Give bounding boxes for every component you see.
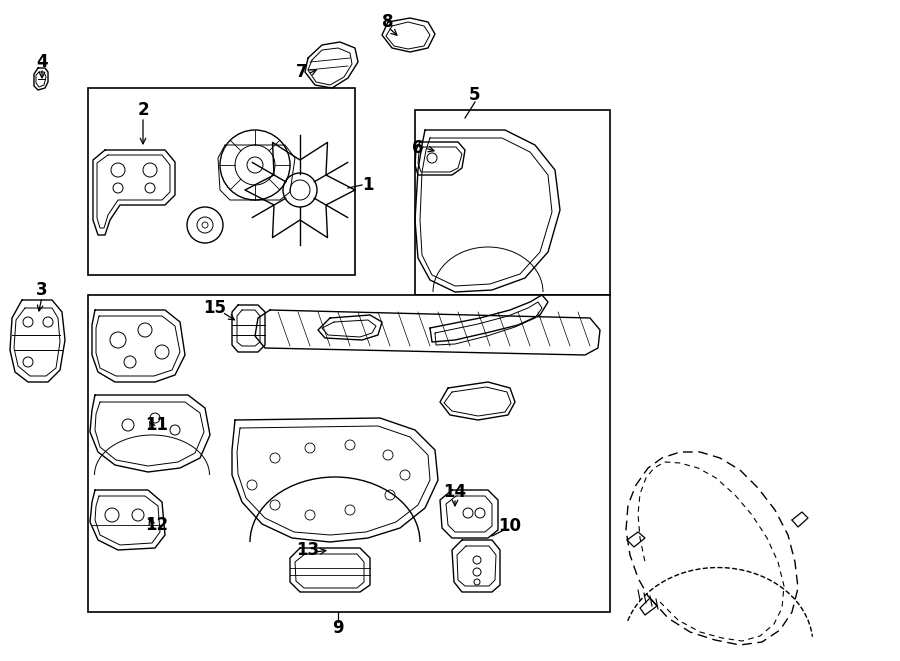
Text: 10: 10 [499, 517, 521, 535]
Text: 9: 9 [332, 619, 344, 637]
Text: 4: 4 [36, 53, 48, 71]
Text: 13: 13 [296, 541, 320, 559]
Text: 8: 8 [382, 13, 394, 31]
Text: 11: 11 [146, 416, 168, 434]
Text: 7: 7 [296, 63, 308, 81]
Text: 6: 6 [412, 139, 424, 157]
Text: 2: 2 [137, 101, 148, 119]
Text: 12: 12 [146, 516, 168, 534]
Bar [88, 88, 355, 275]
Text: 15: 15 [203, 299, 227, 317]
Bar [88, 295, 610, 612]
Bar [415, 110, 610, 295]
Text: 14: 14 [444, 483, 466, 501]
Text: 1: 1 [362, 176, 374, 194]
Text: 5: 5 [469, 86, 481, 104]
Text: 3: 3 [36, 281, 48, 299]
